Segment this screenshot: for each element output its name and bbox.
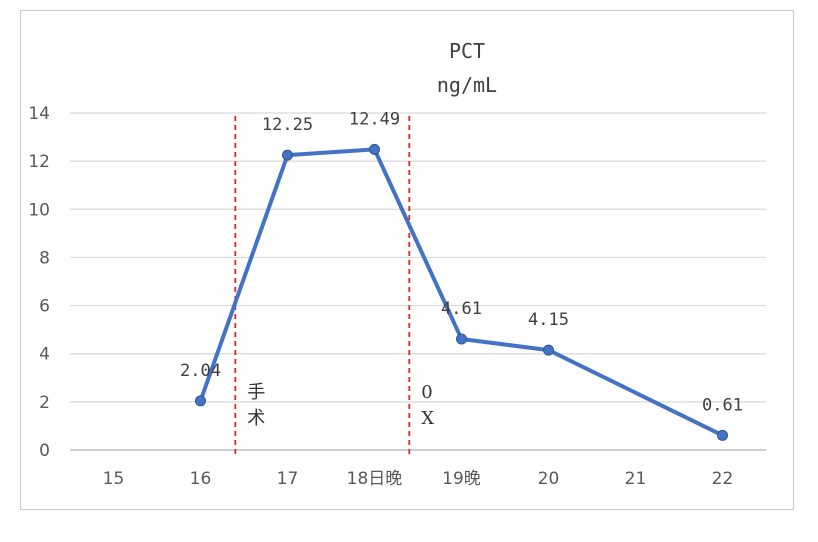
annotation-label: 术 bbox=[247, 408, 265, 429]
series-line bbox=[195, 143, 728, 441]
x-tick-label: 21 bbox=[625, 469, 647, 489]
y-tick-label: 10 bbox=[28, 200, 50, 220]
data-label: 0.61 bbox=[702, 395, 743, 415]
data-label: 4.61 bbox=[441, 299, 482, 319]
x-tick-label: 20 bbox=[538, 469, 560, 489]
y-tick-label: 12 bbox=[28, 152, 50, 172]
data-label: 4.15 bbox=[528, 310, 569, 330]
x-axis-tick-labels: 15 16 17 18日晚 19晚 20 21 22 bbox=[103, 469, 734, 489]
data-label: 2.04 bbox=[180, 361, 221, 381]
data-point bbox=[456, 333, 467, 345]
data-label: 12.49 bbox=[349, 109, 400, 129]
annotation-label: X bbox=[421, 408, 434, 429]
series-polyline bbox=[198, 147, 724, 438]
data-label: 12.25 bbox=[262, 115, 313, 135]
y-tick-label: 14 bbox=[28, 104, 50, 124]
chart-subtitle: ng/mL bbox=[437, 73, 497, 97]
x-tick-label: 16 bbox=[190, 469, 212, 489]
x-tick-label: 15 bbox=[103, 469, 125, 489]
x-tick-label: 17 bbox=[277, 469, 299, 489]
data-point bbox=[369, 143, 380, 155]
data-point bbox=[282, 149, 293, 161]
grid-lines bbox=[70, 112, 766, 451]
x-tick-label: 22 bbox=[712, 469, 734, 489]
y-tick-label: 8 bbox=[39, 248, 50, 268]
x-tick-label: 18日晚 bbox=[347, 469, 403, 489]
annotation-label: 手 bbox=[247, 382, 265, 403]
data-point bbox=[717, 429, 728, 441]
chart-frame bbox=[20, 10, 794, 510]
y-tick-label: 4 bbox=[39, 345, 50, 365]
x-tick-label: 19晚 bbox=[442, 469, 481, 489]
annotation-lines: 手术 0 X bbox=[234, 116, 434, 455]
data-labels: 2.04 12.25 12.49 4.61 4.15 0.61 bbox=[180, 109, 743, 415]
y-axis-tick-labels: 0 2 4 6 8 10 12 14 bbox=[28, 104, 50, 461]
y-tick-label: 6 bbox=[39, 297, 50, 317]
y-tick-label: 2 bbox=[39, 393, 50, 413]
data-point bbox=[195, 395, 206, 407]
y-tick-label: 0 bbox=[39, 441, 50, 461]
chart-title: PCT bbox=[449, 39, 485, 63]
data-point bbox=[543, 344, 554, 356]
annotation-label: 0 bbox=[421, 382, 432, 403]
